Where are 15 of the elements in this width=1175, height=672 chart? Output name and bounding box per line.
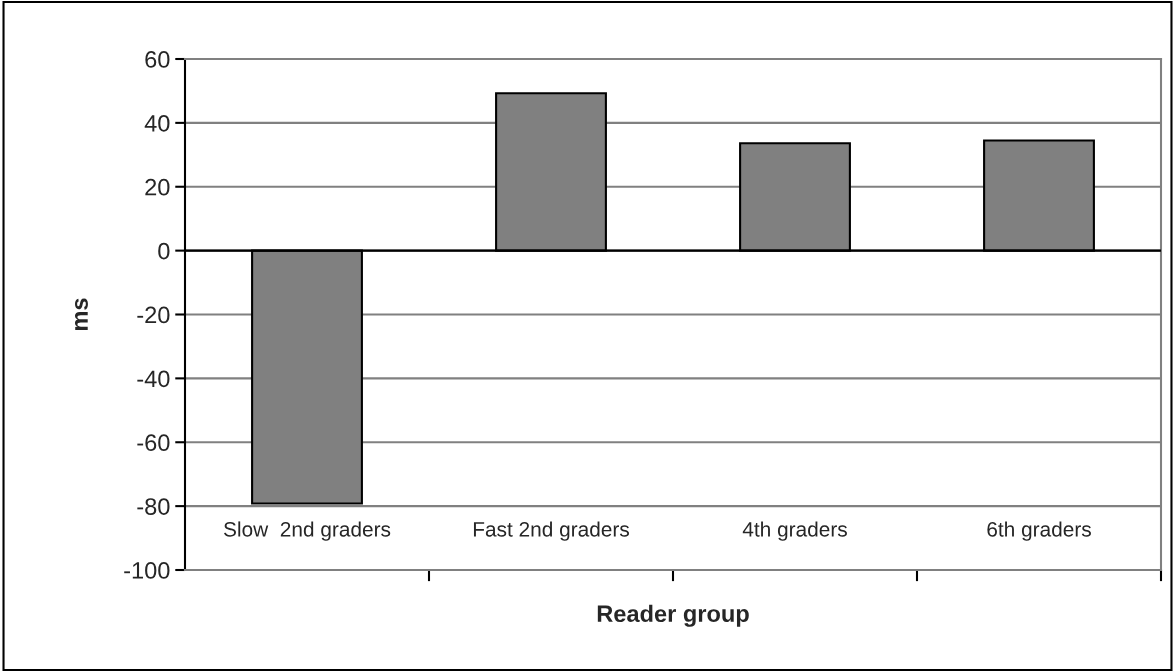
x-tick-label: 4th graders <box>742 521 847 541</box>
y-tick-label: -80 <box>137 498 170 515</box>
y-tick-label: 40 <box>144 114 170 132</box>
x-tick-label: Fast 2nd graders <box>473 521 629 541</box>
y-tick-label: 0 <box>158 242 170 260</box>
y-tick-label: 60 <box>145 51 170 68</box>
x-tick-label: 6th graders <box>987 521 1091 541</box>
y-tick-label: -40 <box>137 370 170 388</box>
x-axis-title: Reader group <box>597 604 749 627</box>
y-tick-label: -100 <box>124 562 170 579</box>
y-tick-label: 20 <box>145 178 170 196</box>
y-axis-title: ms <box>74 298 88 331</box>
y-tick-label: -60 <box>137 434 170 452</box>
y-tick-label: -20 <box>137 306 170 324</box>
x-tick-label: Slow 2nd graders <box>223 521 391 541</box>
